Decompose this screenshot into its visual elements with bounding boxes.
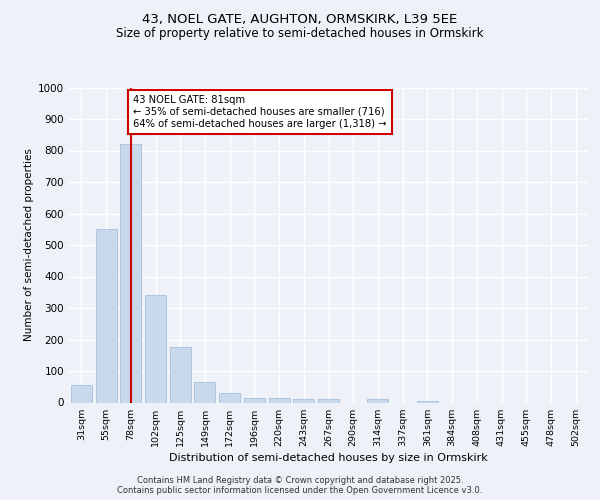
Text: 43, NOEL GATE, AUGHTON, ORMSKIRK, L39 5EE: 43, NOEL GATE, AUGHTON, ORMSKIRK, L39 5E… xyxy=(142,12,458,26)
Bar xyxy=(318,400,339,402)
Text: Size of property relative to semi-detached houses in Ormskirk: Size of property relative to semi-detach… xyxy=(116,28,484,40)
Bar xyxy=(244,398,265,402)
Bar xyxy=(145,296,166,403)
Bar xyxy=(293,400,314,402)
Bar xyxy=(170,348,191,403)
Bar xyxy=(269,398,290,402)
Bar xyxy=(417,401,438,402)
Bar xyxy=(95,229,116,402)
Bar xyxy=(367,400,388,402)
Y-axis label: Number of semi-detached properties: Number of semi-detached properties xyxy=(24,148,34,342)
Text: 43 NOEL GATE: 81sqm
← 35% of semi-detached houses are smaller (716)
64% of semi-: 43 NOEL GATE: 81sqm ← 35% of semi-detach… xyxy=(133,96,387,128)
Bar xyxy=(194,382,215,402)
Text: Contains HM Land Registry data © Crown copyright and database right 2025.
Contai: Contains HM Land Registry data © Crown c… xyxy=(118,476,482,495)
Bar xyxy=(120,144,141,403)
X-axis label: Distribution of semi-detached houses by size in Ormskirk: Distribution of semi-detached houses by … xyxy=(169,453,488,463)
Bar xyxy=(219,393,240,402)
Bar xyxy=(71,385,92,402)
